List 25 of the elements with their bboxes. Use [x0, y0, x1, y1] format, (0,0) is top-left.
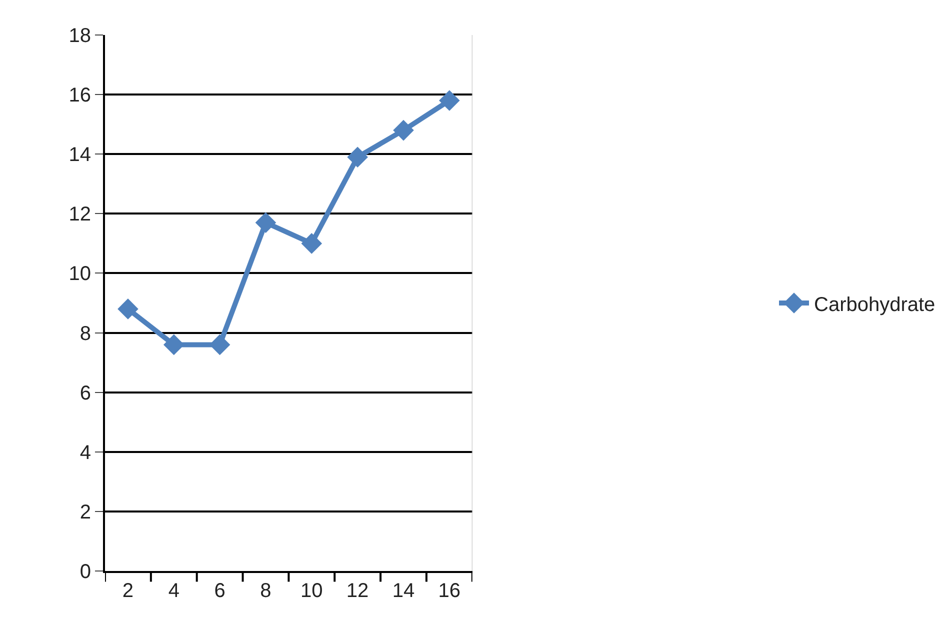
x-tick-label: 6	[214, 580, 226, 602]
y-tick-label: 4	[80, 442, 91, 464]
x-tick-label: 8	[260, 580, 272, 602]
y-tick-label: 0	[80, 561, 91, 583]
x-tick-label: 4	[168, 580, 180, 602]
x-tick-label: 16	[438, 580, 461, 602]
x-tick-label: 12	[346, 580, 369, 602]
x-tick-label: 2	[122, 580, 134, 602]
y-tick-label: 8	[80, 322, 91, 345]
x-tick-label: 14	[392, 580, 415, 602]
point	[347, 146, 368, 168]
y-tick-label: 12	[68, 204, 91, 226]
y-tick-label: 6	[80, 382, 91, 404]
y-tick-label: 2	[80, 501, 91, 524]
point	[301, 233, 322, 254]
y-tick-label: 18	[68, 25, 91, 47]
point	[255, 212, 276, 233]
point	[118, 298, 138, 320]
y-tick-label: 14	[68, 144, 91, 166]
point	[439, 90, 460, 111]
point	[393, 120, 414, 141]
x-tick-label: 10	[300, 580, 323, 602]
y-tick-label: 10	[68, 263, 91, 286]
legend-label: Carbohydrate	[814, 294, 936, 316]
y-tick-label: 16	[68, 84, 91, 107]
